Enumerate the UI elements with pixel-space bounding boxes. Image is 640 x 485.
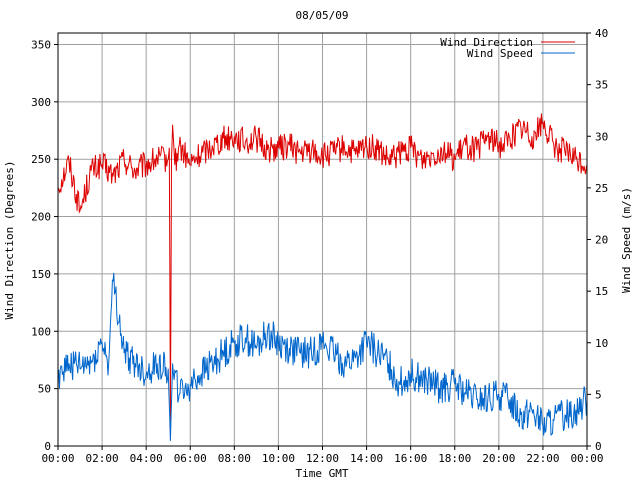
x-tick-label: 16:00: [394, 452, 427, 465]
series-line-wind-direction: [57, 113, 588, 421]
y-right-tick-label: 0: [595, 440, 602, 453]
x-tick-label: 06:00: [174, 452, 207, 465]
y-left-tick-label: 350: [31, 38, 51, 51]
y-right-tick-label: 20: [595, 234, 608, 247]
y-axis-left-label: Wind Direction (Degrees): [3, 161, 16, 320]
chart-title: 08/05/09: [296, 9, 349, 22]
y-left-tick-label: 250: [31, 153, 51, 166]
y-left-tick-label: 200: [31, 211, 51, 224]
x-tick-label: 02:00: [86, 452, 119, 465]
x-tick-label: 20:00: [482, 452, 515, 465]
legend-label-direction: Wind Direction: [440, 36, 533, 49]
x-axis-label: Time GMT: [296, 467, 349, 480]
y-right-tick-label: 40: [595, 27, 608, 40]
y-left-tick-label: 300: [31, 96, 51, 109]
legend-label-speed: Wind Speed: [467, 47, 533, 60]
x-tick-label: 10:00: [262, 452, 295, 465]
y-right-tick-label: 15: [595, 285, 608, 298]
y-left-tick-label: 50: [38, 383, 51, 396]
y-right-tick-label: 35: [595, 79, 608, 92]
ticks-layer: 00:00 02:00 04:00 06:00 08:00 10:00 12:00 14:00…: [31, 27, 608, 465]
x-tick-label: 12:00: [306, 452, 339, 465]
y-right-tick-label: 10: [595, 337, 608, 350]
x-tick-label: 04:00: [130, 452, 163, 465]
series-layer: [57, 113, 588, 441]
y-left-tick-label: 100: [31, 325, 51, 338]
series-line-wind-speed: [57, 272, 588, 441]
x-tick-label: 00:00: [570, 452, 603, 465]
legend: Wind Direction Wind Speed: [440, 36, 575, 60]
x-tick-label: 18:00: [438, 452, 471, 465]
y-right-tick-label: 30: [595, 130, 608, 143]
x-tick-label: 08:00: [218, 452, 251, 465]
x-tick-label: 00:00: [41, 452, 74, 465]
x-tick-label: 22:00: [526, 452, 559, 465]
y-right-tick-label: 5: [595, 388, 602, 401]
grid-layer: [58, 33, 587, 446]
y-axis-right-label: Wind Speed (m/s): [620, 187, 633, 293]
x-tick-label: 14:00: [350, 452, 383, 465]
y-left-tick-label: 150: [31, 268, 51, 281]
y-right-tick-label: 25: [595, 182, 608, 195]
y-left-tick-label: 0: [44, 440, 51, 453]
